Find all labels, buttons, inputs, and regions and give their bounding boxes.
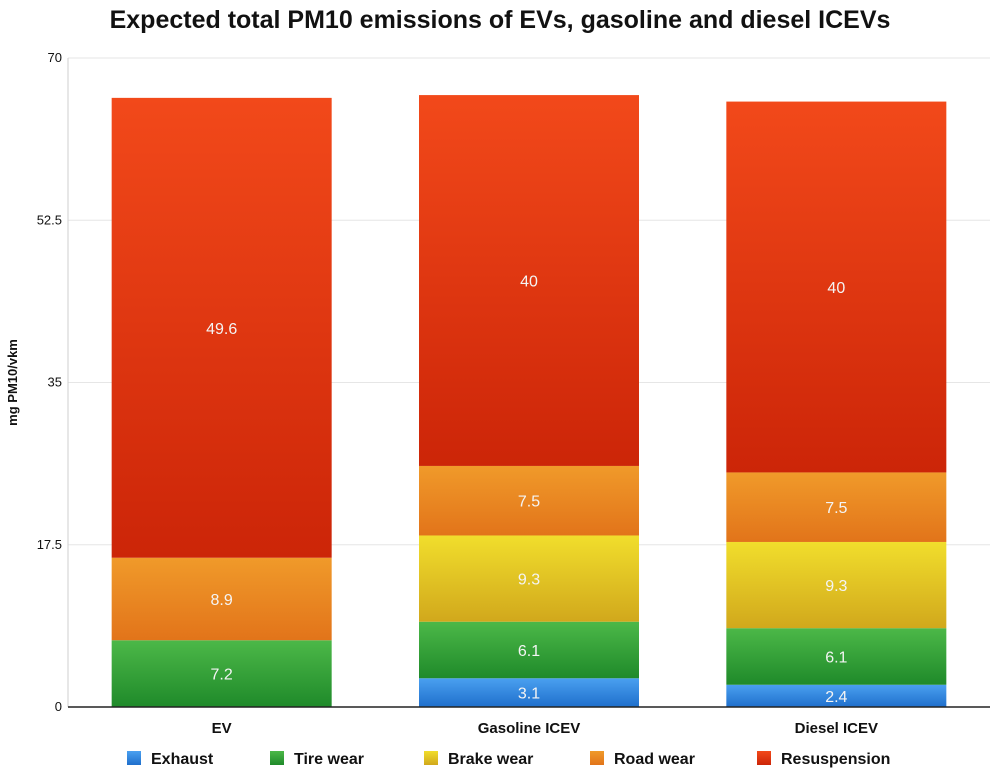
x-category-label: EV xyxy=(212,720,232,737)
legend-label: Exhaust xyxy=(151,751,214,768)
legend-item[interactable]: Exhaust xyxy=(127,751,214,768)
chart-title: Expected total PM10 emissions of EVs, ga… xyxy=(109,6,891,34)
bar-segment-tire-wear xyxy=(726,628,947,685)
data-label: 49.6 xyxy=(206,321,237,338)
legend-item[interactable]: Tire wear xyxy=(270,751,364,768)
bar-segment-road-wear xyxy=(726,472,947,542)
y-tick-label: 0 xyxy=(55,699,62,714)
data-label: 3.1 xyxy=(518,686,540,703)
bar-segment-exhaust xyxy=(419,678,639,707)
legend-swatch xyxy=(127,751,141,765)
bar-segment-resuspension xyxy=(419,95,639,466)
data-label: 40 xyxy=(520,274,538,291)
bar-segment-road-wear xyxy=(419,465,639,536)
x-category-label: Gasoline ICEV xyxy=(478,720,581,737)
data-label: 9.3 xyxy=(518,572,540,589)
bar-segment-exhaust xyxy=(726,684,947,707)
bar-segment-resuspension xyxy=(726,101,947,473)
legend-item[interactable]: Brake wear xyxy=(424,751,533,768)
legend-label: Tire wear xyxy=(294,751,364,768)
data-label: 2.4 xyxy=(825,689,847,706)
bar-segment-tire-wear xyxy=(419,621,639,679)
bar-segment-road-wear xyxy=(111,557,332,641)
legend-swatch xyxy=(757,751,771,765)
legend-swatch xyxy=(424,751,438,765)
y-tick-label: 70 xyxy=(48,50,62,65)
data-label: 9.3 xyxy=(825,578,847,595)
y-axis-title: mg PM10/vkm xyxy=(5,339,20,426)
data-label: 8.9 xyxy=(211,592,233,609)
data-label: 6.1 xyxy=(825,649,847,666)
bar-segment-brake-wear xyxy=(419,535,639,622)
legend-swatch xyxy=(590,751,604,765)
bar-segment-tire-wear xyxy=(111,640,332,707)
legend-item[interactable]: Resuspension xyxy=(757,751,890,768)
data-label: 7.5 xyxy=(518,494,540,511)
data-label: 40 xyxy=(827,280,845,297)
data-label: 6.1 xyxy=(518,643,540,660)
legend-label: Road wear xyxy=(614,751,695,768)
y-tick-label: 17.5 xyxy=(37,537,62,552)
x-category-label: Diesel ICEV xyxy=(795,720,878,737)
bar-segment-brake-wear xyxy=(726,541,947,629)
legend-label: Brake wear xyxy=(448,751,533,768)
data-label: 7.5 xyxy=(825,500,847,517)
y-tick-label: 52.5 xyxy=(37,212,62,227)
legend-item[interactable]: Road wear xyxy=(590,751,695,768)
data-label: 7.2 xyxy=(211,667,233,684)
bar-segment-resuspension xyxy=(111,97,332,558)
y-tick-label: 35 xyxy=(48,375,62,390)
legend-label: Resuspension xyxy=(781,751,890,768)
legend-swatch xyxy=(270,751,284,765)
